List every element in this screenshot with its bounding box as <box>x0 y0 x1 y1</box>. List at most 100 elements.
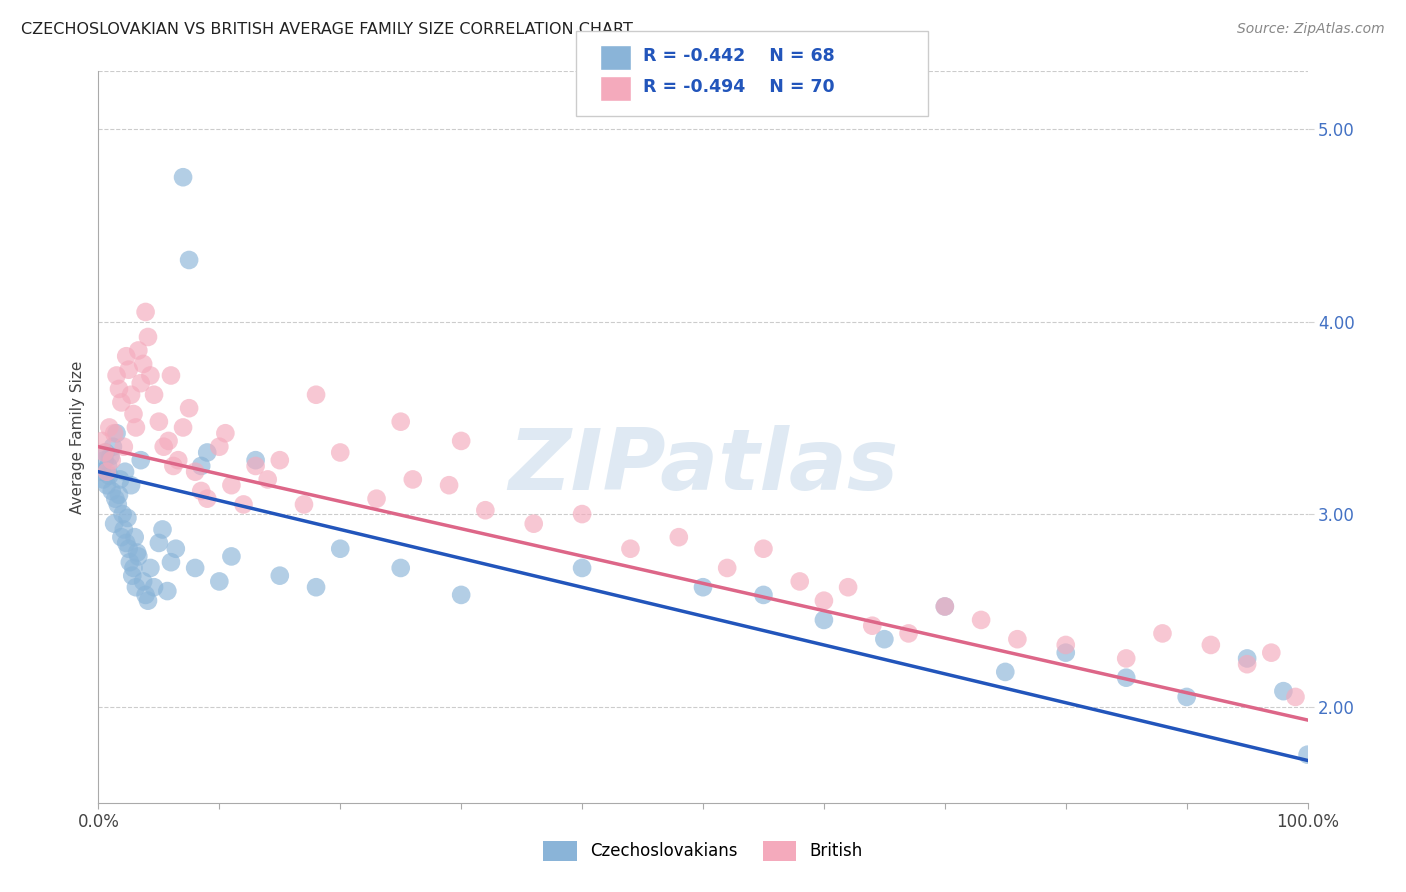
Point <box>148 536 170 550</box>
Point <box>152 440 174 454</box>
Point <box>305 580 328 594</box>
Point <box>135 588 157 602</box>
Point <box>256 472 278 486</box>
Point <box>115 536 138 550</box>
Point <box>970 613 993 627</box>
Point <box>160 368 183 383</box>
Point <box>139 368 162 383</box>
Point <box>184 465 207 479</box>
Point <box>1260 646 1282 660</box>
Point <box>100 483 122 498</box>
Point <box>437 478 460 492</box>
Point <box>139 561 162 575</box>
Point <box>157 434 180 448</box>
Point <box>668 530 690 544</box>
Point <box>837 580 859 594</box>
Point <box>136 593 159 607</box>
Text: R = -0.442    N = 68: R = -0.442 N = 68 <box>643 47 834 65</box>
Point <box>110 530 132 544</box>
Point <box>91 465 114 479</box>
Point <box>245 458 267 473</box>
Point <box>129 453 152 467</box>
Point <box>152 523 174 537</box>
Legend: Czechoslovakians, British: Czechoslovakians, British <box>537 834 869 868</box>
Point <box>221 478 243 492</box>
Point <box>692 580 714 594</box>
Point <box>934 599 956 614</box>
Point <box>389 561 412 575</box>
Point <box>269 453 291 467</box>
Point <box>1115 651 1137 665</box>
Point <box>132 357 155 371</box>
Text: Source: ZipAtlas.com: Source: ZipAtlas.com <box>1237 22 1385 37</box>
Point <box>897 626 920 640</box>
Point <box>269 568 291 582</box>
Point <box>108 382 131 396</box>
Point <box>108 488 131 502</box>
Point <box>305 388 328 402</box>
Point <box>160 555 183 569</box>
Point <box>118 555 141 569</box>
Point <box>132 574 155 589</box>
Point <box>107 498 129 512</box>
Point <box>93 453 115 467</box>
Point <box>135 305 157 319</box>
Point <box>101 440 124 454</box>
Point <box>292 498 315 512</box>
Point <box>91 434 114 448</box>
Point <box>195 491 218 506</box>
Point <box>813 613 835 627</box>
Text: ZIPatlas: ZIPatlas <box>508 425 898 508</box>
Y-axis label: Average Family Size: Average Family Size <box>69 360 84 514</box>
Point <box>143 388 166 402</box>
Point <box>1272 684 1295 698</box>
Point <box>221 549 243 564</box>
Point <box>103 426 125 441</box>
Point <box>91 472 114 486</box>
Point <box>112 523 135 537</box>
Point <box>245 453 267 467</box>
Point <box>402 472 425 486</box>
Point <box>108 472 131 486</box>
Point <box>232 498 254 512</box>
Point <box>389 415 412 429</box>
Point <box>214 426 236 441</box>
Point <box>184 561 207 575</box>
Point <box>1296 747 1319 762</box>
Point <box>114 465 136 479</box>
Point <box>117 511 139 525</box>
Point <box>716 561 738 575</box>
Point <box>860 618 883 632</box>
Point <box>195 445 218 459</box>
Point <box>167 453 190 467</box>
Point <box>105 426 128 441</box>
Point <box>329 541 352 556</box>
Text: CZECHOSLOVAKIAN VS BRITISH AVERAGE FAMILY SIZE CORRELATION CHART: CZECHOSLOVAKIAN VS BRITISH AVERAGE FAMIL… <box>21 22 633 37</box>
Point <box>165 541 187 556</box>
Point <box>105 368 128 383</box>
Point <box>98 420 121 434</box>
Point <box>179 252 201 267</box>
Point <box>124 530 146 544</box>
Point <box>813 593 835 607</box>
Point <box>129 376 152 391</box>
Point <box>121 568 143 582</box>
Point <box>100 453 122 467</box>
Point <box>752 588 775 602</box>
Point <box>179 401 201 416</box>
Point <box>1236 657 1258 672</box>
Point <box>190 458 212 473</box>
Text: R = -0.494    N = 70: R = -0.494 N = 70 <box>643 78 834 95</box>
Point <box>366 491 388 506</box>
Point <box>127 545 149 559</box>
Point <box>208 574 231 589</box>
Point <box>118 362 141 376</box>
Point <box>127 549 149 564</box>
Point <box>125 420 148 434</box>
Point <box>873 632 896 647</box>
Point <box>190 483 212 498</box>
Point <box>122 561 145 575</box>
Point <box>120 478 142 492</box>
Point <box>1007 632 1029 647</box>
Point <box>122 407 145 421</box>
